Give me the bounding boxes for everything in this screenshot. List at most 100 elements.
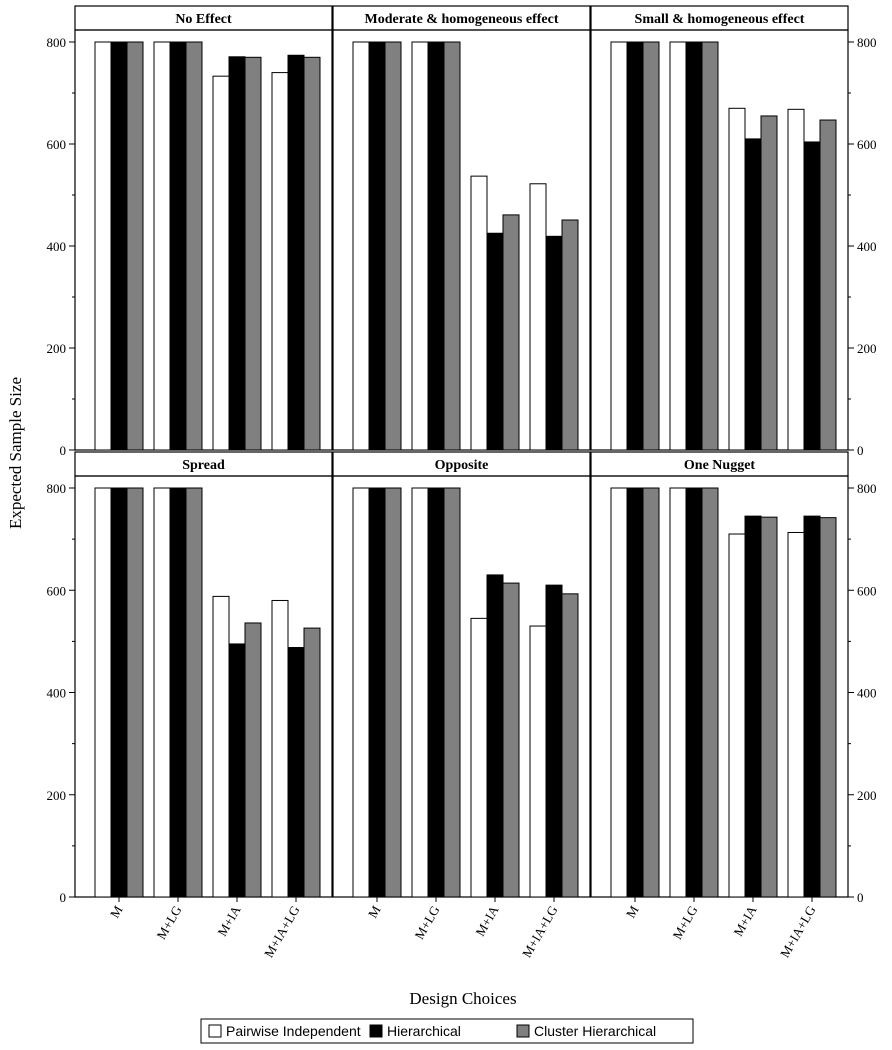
x-tick-label: M+LG: [669, 903, 700, 942]
x-tick-label: M: [623, 903, 642, 921]
legend-box: [200, 1018, 694, 1044]
bar-cluster-hierarchical-m: [642, 41, 660, 451]
legend-swatch: [516, 1024, 530, 1038]
x-tick-label: M+IA+LG: [519, 903, 561, 960]
panel-frame: [590, 29, 849, 451]
bar-cluster-hierarchical-m-ia: [502, 582, 520, 898]
x-axis-title: Design Choices: [409, 989, 516, 1008]
y-tick-label: 200: [47, 341, 67, 356]
bar-hierarchical-m-ia-lg: [803, 515, 821, 898]
bar-hierarchical-m-ia: [744, 515, 762, 898]
bar-pairwise-independent-m-ia: [470, 175, 488, 451]
bar-cluster-hierarchical-m-ia: [760, 115, 778, 451]
bar-cluster-hierarchical-m-lg: [443, 487, 461, 898]
y-tick-label: 400: [857, 686, 877, 701]
bar-pairwise-independent-m: [352, 41, 370, 451]
y-tick-label: 800: [857, 481, 877, 496]
x-tick-label: M+IA+LG: [777, 903, 819, 960]
panel-frame: [590, 475, 849, 898]
bar-pairwise-independent-m-lg: [153, 487, 171, 898]
bar-hierarchical-m: [110, 487, 128, 898]
bar-cluster-hierarchical-m-lg: [185, 487, 203, 898]
x-tick-label: M+IA: [472, 902, 502, 938]
bar-cluster-hierarchical-m: [126, 41, 144, 451]
y-tick-label: 400: [47, 239, 67, 254]
bar-pairwise-independent-m: [94, 487, 112, 898]
bar-pairwise-independent-m: [94, 41, 112, 451]
x-tick-label: M+LG: [153, 903, 184, 942]
y-tick-label: 0: [857, 443, 864, 458]
bar-pairwise-independent-m-lg: [411, 487, 429, 898]
bar-cluster-hierarchical-m-ia-lg: [303, 627, 321, 898]
bar-hierarchical-m-lg: [685, 41, 703, 451]
legend-entry-cluster-hierarchical: Cluster Hierarchical: [516, 1023, 656, 1039]
panel-small-homogeneous-effect: Small & homogeneous effect 0 200 400 600 800: [590, 5, 877, 458]
bar-hierarchical-m: [368, 41, 386, 451]
bar-hierarchical-m-lg: [169, 487, 187, 898]
bar-cluster-hierarchical-m-ia-lg: [561, 593, 579, 898]
bar-hierarchical-m: [368, 487, 386, 898]
bar-pairwise-independent-m-lg: [669, 487, 687, 898]
y-tick-label: 0: [60, 890, 67, 905]
x-tick-label: M: [107, 903, 126, 921]
panel-frame: [74, 475, 333, 898]
y-tick-label: 200: [857, 788, 877, 803]
bar-hierarchical-m-lg: [427, 41, 445, 451]
x-tick-label: M+IA: [214, 902, 244, 938]
panel-strip: [332, 5, 591, 31]
bar-cluster-hierarchical-m-ia-lg: [819, 517, 837, 898]
bar-cluster-hierarchical-m-lg: [185, 41, 203, 451]
bar-pairwise-independent-m-ia-lg: [271, 72, 289, 451]
bar-pairwise-independent-m-ia: [728, 533, 746, 898]
panel-spread: Spread 0 200 400 600 800 M M+LG M+IA M+IA+LG: [47, 451, 333, 960]
y-tick-label: 800: [47, 35, 67, 50]
panel-strip: [74, 5, 333, 31]
panel-strip: [332, 451, 591, 477]
panel-title: No Effect: [175, 12, 232, 27]
legend-label: Pairwise Independent: [226, 1023, 361, 1039]
bar-cluster-hierarchical-m: [384, 41, 402, 451]
bar-hierarchical-m-ia: [228, 56, 246, 451]
bar-cluster-hierarchical-m: [126, 487, 144, 898]
legend-swatch: [369, 1024, 383, 1038]
x-tick-label: M: [365, 903, 384, 921]
bar-pairwise-independent-m-lg: [411, 41, 429, 451]
bar-hierarchical-m: [626, 487, 644, 898]
panel-moderate-homogeneous-effect: Moderate & homogeneous effect: [332, 5, 591, 451]
y-tick-label: 600: [47, 583, 67, 598]
bar-hierarchical-m-ia-lg: [287, 54, 305, 451]
bar-cluster-hierarchical-m: [642, 487, 660, 898]
bar-hierarchical-m: [626, 41, 644, 451]
y-tick-label: 200: [857, 341, 877, 356]
y-tick-label: 600: [47, 137, 67, 152]
bar-pairwise-independent-m-ia-lg: [787, 531, 805, 898]
panel-strip: [74, 451, 333, 477]
bar-hierarchical-m-ia: [744, 138, 762, 451]
panel-opposite: Opposite M M+LG M+IA M+IA+LG: [332, 451, 591, 960]
bar-hierarchical-m-ia: [228, 643, 246, 898]
y-tick-label: 600: [857, 137, 877, 152]
bar-pairwise-independent-m-lg: [153, 41, 171, 451]
y-tick-label: 600: [857, 583, 877, 598]
panel-frame: [74, 29, 333, 451]
bar-cluster-hierarchical-m-ia-lg: [819, 119, 837, 451]
bar-pairwise-independent-m-ia-lg: [529, 625, 547, 898]
legend-entry-pairwise-independent: Pairwise Independent: [208, 1023, 361, 1039]
chart-panels: No Effect 0 200 400 600 800 Moderate & homogen…: [47, 5, 877, 960]
bar-cluster-hierarchical-m-lg: [443, 41, 461, 451]
bar-pairwise-independent-m: [610, 487, 628, 898]
bar-pairwise-independent-m: [610, 41, 628, 451]
bar-hierarchical-m-lg: [685, 487, 703, 898]
panel-frame: [332, 475, 591, 898]
panel-one-nugget: One Nugget 0 200 400 600 800 M M+LG M+IA M+IA+LG: [590, 451, 877, 960]
legend-swatch: [208, 1024, 222, 1038]
bar-pairwise-independent-m-ia-lg: [271, 599, 289, 898]
bar-pairwise-independent-m-ia: [212, 595, 230, 898]
bar-hierarchical-m-ia: [486, 232, 504, 451]
bar-pairwise-independent-m-lg: [669, 41, 687, 451]
bar-hierarchical-m: [110, 41, 128, 451]
x-tick-label: M+IA: [730, 902, 760, 938]
panel-strip: [590, 451, 849, 477]
y-tick-label: 0: [857, 890, 864, 905]
